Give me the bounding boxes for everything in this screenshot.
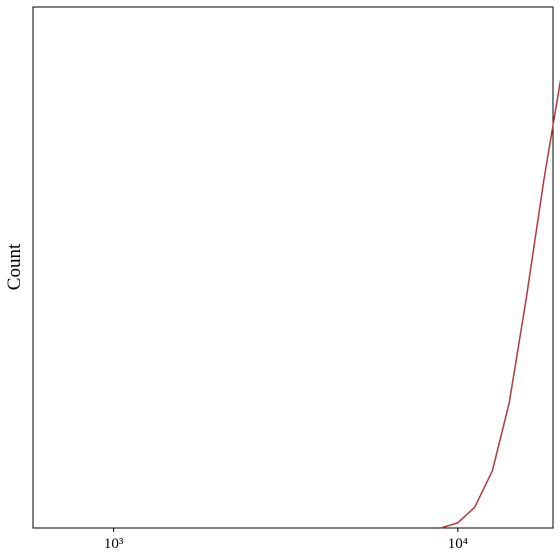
x-tick-label: 10³ — [104, 536, 124, 552]
plot-frame — [32, 6, 554, 529]
x-tick-label: 10⁴ — [448, 536, 468, 552]
series-line — [440, 78, 560, 529]
y-axis-label: Count — [4, 243, 25, 290]
